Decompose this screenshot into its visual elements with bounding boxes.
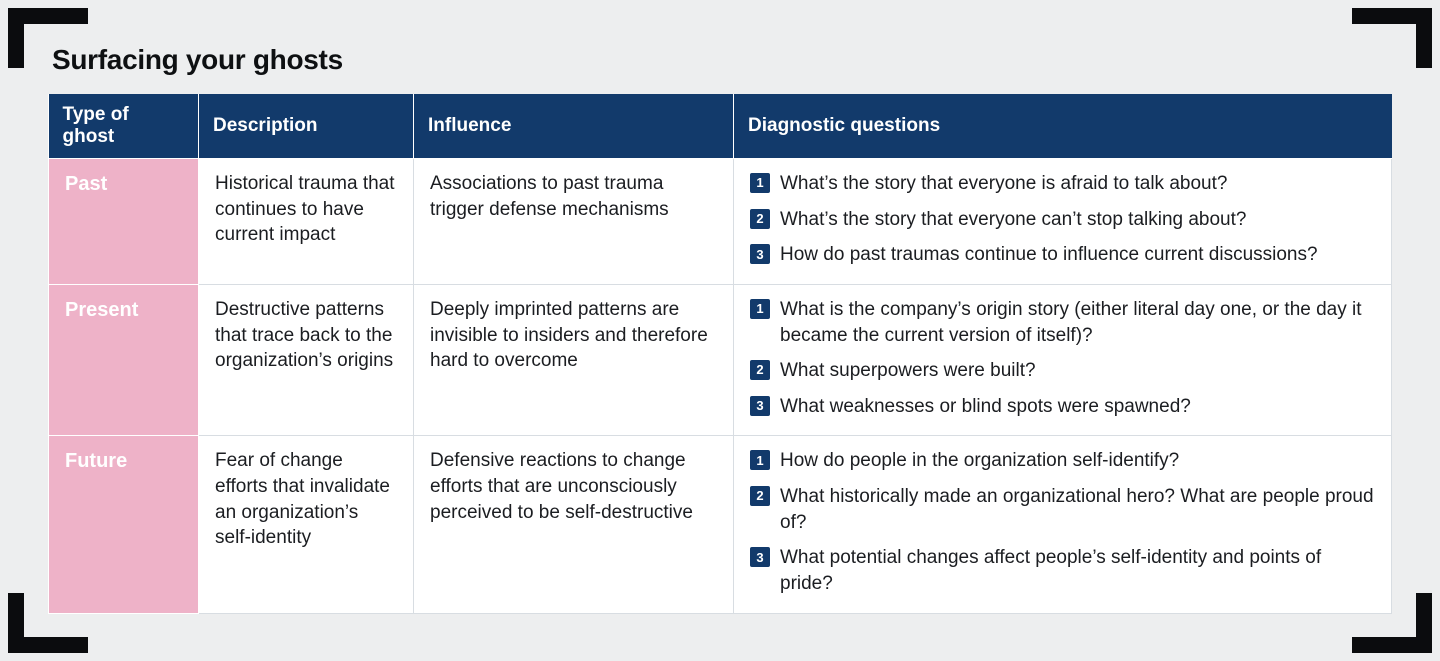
question-number-badge: 2 [750, 360, 770, 380]
diagnostic-questions-list: 1 What is the company’s origin story (eit… [750, 297, 1375, 420]
influence-cell: Defensive reactions to change efforts th… [414, 436, 734, 613]
frame-corner-br [1416, 593, 1432, 653]
frame-corner-tl [8, 8, 24, 68]
question-text: How do past traumas continue to influenc… [780, 244, 1318, 265]
type-cell: Past [49, 159, 199, 285]
question-text: What is the company’s origin story (eith… [780, 299, 1362, 346]
diagnostic-question: 3 What weaknesses or blind spots were spa… [750, 394, 1375, 420]
frame-corner-bl [8, 593, 24, 653]
table-row: PresentDestructive patterns that trace b… [49, 284, 1392, 436]
description-cell: Destructive patterns that trace back to … [199, 284, 414, 436]
table-header-row: Type of ghost Description Influence Diag… [49, 94, 1392, 159]
frame-corner-tr [1416, 8, 1432, 68]
question-text: What superpowers were built? [780, 360, 1036, 381]
type-cell: Present [49, 284, 199, 436]
description-cell: Fear of change efforts that invalidate a… [199, 436, 414, 613]
diagnostic-questions-list: 1 What’s the story that everyone is afrai… [750, 171, 1375, 268]
description-cell: Historical trauma that continues to have… [199, 159, 414, 285]
influence-cell: Deeply imprinted patterns are invisible … [414, 284, 734, 436]
question-number-badge: 3 [750, 547, 770, 567]
question-number-badge: 1 [750, 450, 770, 470]
diagnostic-question: 3 What potential changes affect people’s … [750, 545, 1375, 596]
questions-cell: 1 How do people in the organization self-… [734, 436, 1392, 613]
diagnostic-questions-list: 1 How do people in the organization self-… [750, 448, 1375, 596]
table-row: FutureFear of change efforts that invali… [49, 436, 1392, 613]
influence-cell: Associations to past trauma trigger defe… [414, 159, 734, 285]
question-text: What potential changes affect people’s s… [780, 547, 1321, 594]
diagnostic-question: 3 How do past traumas continue to influen… [750, 242, 1375, 268]
question-number-badge: 2 [750, 209, 770, 229]
table-row: PastHistorical trauma that continues to … [49, 159, 1392, 285]
questions-cell: 1 What is the company’s origin story (eit… [734, 284, 1392, 436]
question-text: How do people in the organization self-i… [780, 450, 1179, 471]
diagnostic-question: 1 What’s the story that everyone is afrai… [750, 171, 1375, 197]
col-header-type: Type of ghost [49, 94, 199, 159]
type-cell: Future [49, 436, 199, 613]
diagnostic-question: 2 What superpowers were built? [750, 358, 1375, 384]
question-text: What weaknesses or blind spots were spaw… [780, 396, 1191, 417]
diagnostic-question: 1 How do people in the organization self-… [750, 448, 1375, 474]
question-number-badge: 3 [750, 396, 770, 416]
question-number-badge: 3 [750, 244, 770, 264]
col-header-description: Description [199, 94, 414, 159]
question-number-badge: 1 [750, 299, 770, 319]
question-text: What’s the story that everyone can’t sto… [780, 209, 1246, 230]
diagnostic-question: 2 What’s the story that everyone can’t st… [750, 207, 1375, 233]
question-text: What historically made an organizational… [780, 486, 1374, 533]
questions-cell: 1 What’s the story that everyone is afrai… [734, 159, 1392, 285]
col-header-influence: Influence [414, 94, 734, 159]
question-number-badge: 1 [750, 173, 770, 193]
diagnostic-question: 1 What is the company’s origin story (eit… [750, 297, 1375, 348]
question-number-badge: 2 [750, 486, 770, 506]
diagnostic-question: 2 What historically made an organizationa… [750, 484, 1375, 535]
ghosts-table: Type of ghost Description Influence Diag… [48, 94, 1392, 614]
question-text: What’s the story that everyone is afraid… [780, 173, 1227, 194]
page-title: Surfacing your ghosts [52, 44, 1392, 76]
col-header-questions: Diagnostic questions [734, 94, 1392, 159]
